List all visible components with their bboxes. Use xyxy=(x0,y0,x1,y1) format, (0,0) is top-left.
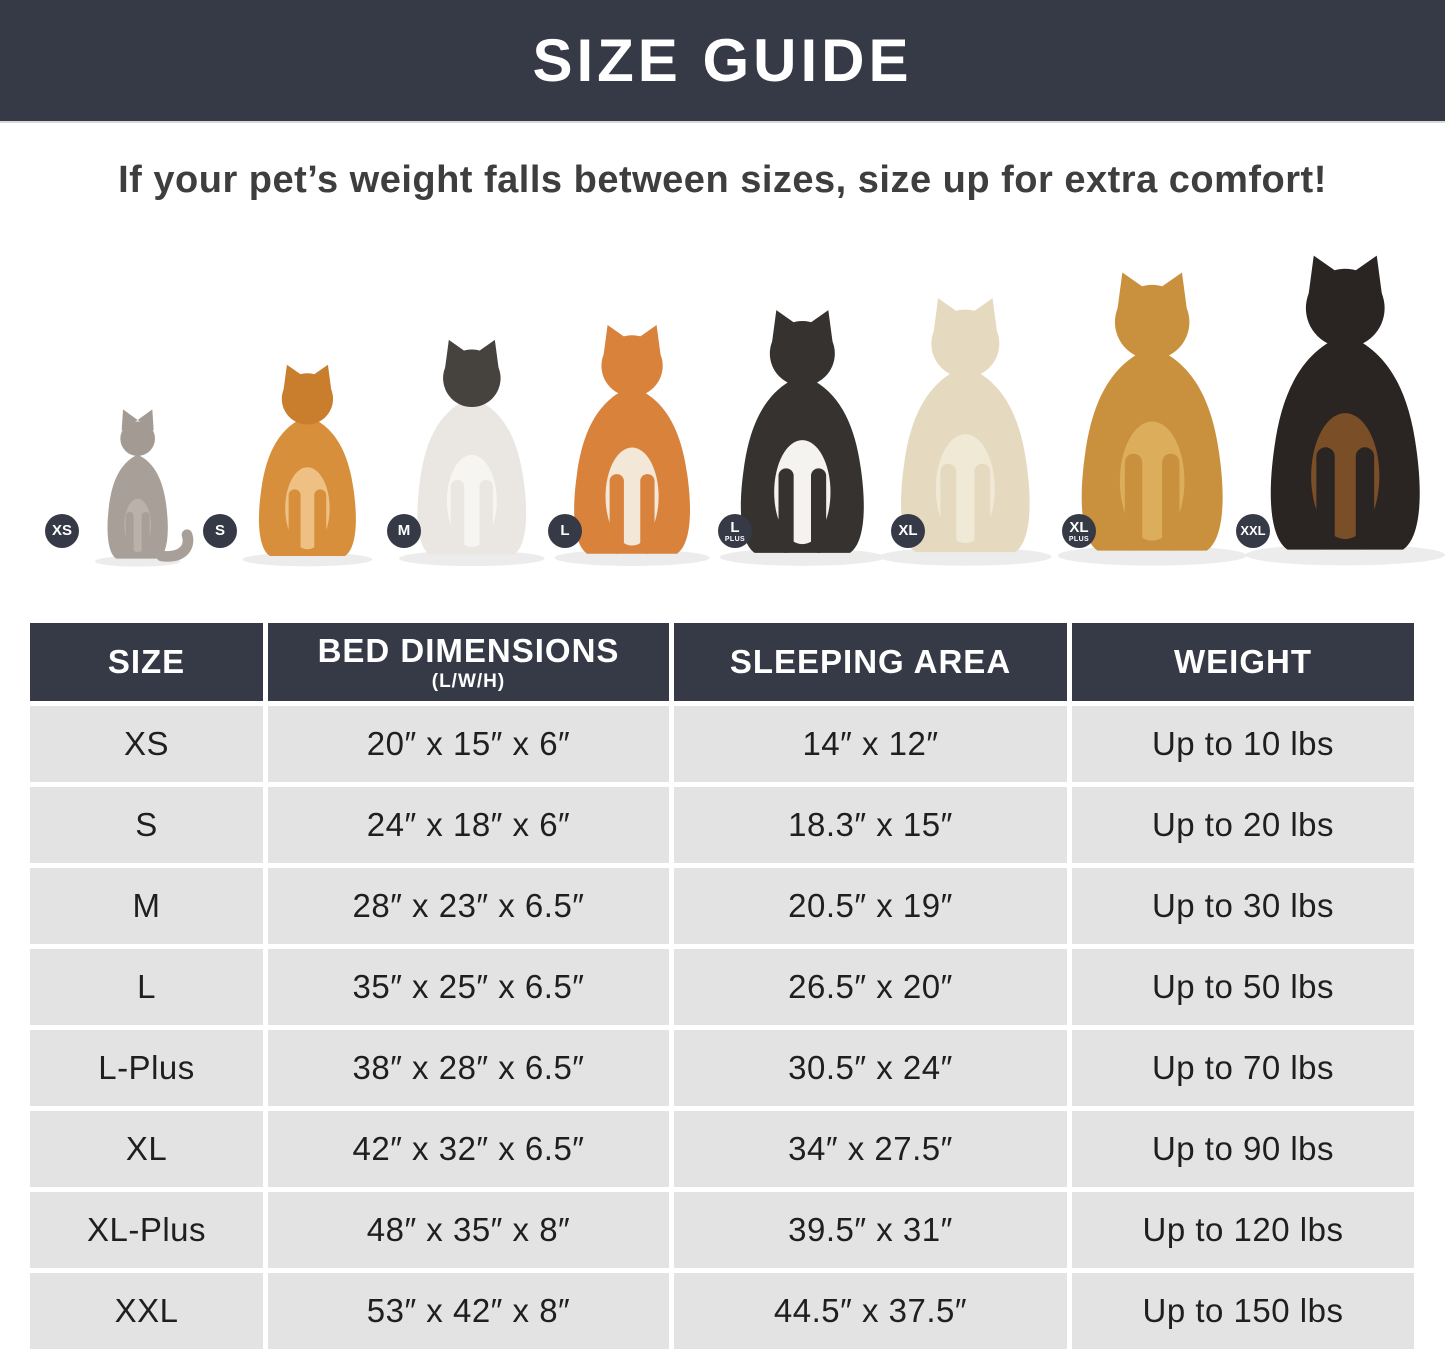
cell-weight: Up to 90 lbs xyxy=(1072,1111,1414,1187)
cell-weight: Up to 50 lbs xyxy=(1072,949,1414,1025)
badge-label: S xyxy=(214,522,225,539)
column-header-bed-dimensions: BED DIMENSIONS (L/W/H) xyxy=(268,623,669,701)
cell-bed-dimensions: 35″ x 25″ x 6.5″ xyxy=(268,949,669,1025)
pet-french-bulldog xyxy=(376,338,568,568)
doberman-illustration xyxy=(1245,255,1445,566)
cell-sleeping-area: 20.5″ x 19″ xyxy=(674,868,1067,944)
cell-sleeping-area: 39.5″ x 31″ xyxy=(674,1192,1067,1268)
cell-bed-dimensions: 20″ x 15″ x 6″ xyxy=(268,706,669,782)
cell-size: XL-Plus xyxy=(30,1192,263,1268)
pet-doberman xyxy=(1214,253,1445,568)
cell-size: L xyxy=(30,949,263,1025)
cell-weight: Up to 120 lbs xyxy=(1072,1192,1414,1268)
page-title: SIZE GUIDE xyxy=(532,27,913,94)
size-badge-xl: XL xyxy=(891,514,925,548)
size-badge-s: S xyxy=(203,514,237,548)
cell-size: XS xyxy=(30,706,263,782)
cell-bed-dimensions: 48″ x 35″ x 8″ xyxy=(268,1192,669,1268)
cell-bed-dimensions: 28″ x 23″ x 6.5″ xyxy=(268,868,669,944)
size-badge-l: L xyxy=(548,514,582,548)
cell-size: XL xyxy=(30,1111,263,1187)
column-header-sleeping-area: SLEEPING AREA xyxy=(674,623,1067,701)
pet-shiba-inu xyxy=(530,323,734,568)
title-bar: SIZE GUIDE xyxy=(0,0,1445,123)
pets-row: XS S M L L PLUS XL XL PLUS XXL xyxy=(0,210,1445,574)
cell-sleeping-area: 34″ x 27.5″ xyxy=(674,1111,1067,1187)
pomeranian-illustration xyxy=(242,364,373,567)
badge-label: XL xyxy=(898,522,918,539)
size-badge-l-plus: L PLUS xyxy=(718,514,752,548)
size-badge-xl-plus: XL PLUS xyxy=(1062,514,1096,548)
pet-golden-retriever xyxy=(1028,270,1276,568)
pet-pomeranian xyxy=(222,363,393,568)
cell-bed-dimensions: 24″ x 18″ x 6″ xyxy=(268,787,669,863)
cell-size: L-Plus xyxy=(30,1030,263,1106)
cat-illustration xyxy=(94,409,194,567)
cell-sleeping-area: 26.5″ x 20″ xyxy=(674,949,1067,1025)
column-header-weight: WEIGHT xyxy=(1072,623,1414,701)
size-up-note: If your pet’s weight falls between sizes… xyxy=(118,159,1327,201)
bed-dimensions-note: (L/W/H) xyxy=(431,670,506,692)
size-table: SIZE BED DIMENSIONS (L/W/H) SLEEPING ARE… xyxy=(30,623,1414,1349)
badge-label: XL xyxy=(1069,518,1089,536)
cell-sleeping-area: 44.5″ x 37.5″ xyxy=(674,1273,1067,1349)
cell-size: XXL xyxy=(30,1273,263,1349)
shiba-inu-illustration xyxy=(554,325,710,566)
cell-weight: Up to 150 lbs xyxy=(1072,1273,1414,1349)
cell-sleeping-area: 18.3″ x 15″ xyxy=(674,787,1067,863)
size-badge-m: M xyxy=(387,514,421,548)
column-header-bed-dimensions-label: BED DIMENSIONS xyxy=(317,631,620,669)
badge-label: M xyxy=(397,522,411,539)
cell-bed-dimensions: 53″ x 42″ x 8″ xyxy=(268,1273,669,1349)
badge-label: L xyxy=(730,518,740,536)
pet-border-collie xyxy=(694,308,911,568)
cell-bed-dimensions: 42″ x 32″ x 6.5″ xyxy=(268,1111,669,1187)
pet-cat xyxy=(71,408,204,568)
cell-weight: Up to 30 lbs xyxy=(1072,868,1414,944)
cell-sleeping-area: 14″ x 12″ xyxy=(674,706,1067,782)
cell-weight: Up to 20 lbs xyxy=(1072,787,1414,863)
cell-weight: Up to 10 lbs xyxy=(1072,706,1414,782)
french-bulldog-illustration xyxy=(398,339,545,567)
badge-sublabel: PLUS xyxy=(724,535,746,543)
border-collie-illustration xyxy=(719,310,885,566)
column-header-size: SIZE xyxy=(30,623,263,701)
golden-retriever-illustration xyxy=(1057,272,1247,566)
cell-size: M xyxy=(30,868,263,944)
cell-bed-dimensions: 38″ x 28″ x 6.5″ xyxy=(268,1030,669,1106)
cell-sleeping-area: 30.5″ x 24″ xyxy=(674,1030,1067,1106)
cell-weight: Up to 70 lbs xyxy=(1072,1030,1414,1106)
cell-size: S xyxy=(30,787,263,863)
badge-label: XXL xyxy=(1240,523,1266,538)
size-badge-xxl: XXL xyxy=(1236,514,1270,548)
labrador-illustration xyxy=(879,298,1052,566)
size-badge-xs: XS xyxy=(45,514,79,548)
badge-label: L xyxy=(560,522,570,539)
badge-label: XS xyxy=(51,522,72,539)
badge-sublabel: PLUS xyxy=(1068,535,1090,543)
pet-labrador xyxy=(852,296,1079,568)
